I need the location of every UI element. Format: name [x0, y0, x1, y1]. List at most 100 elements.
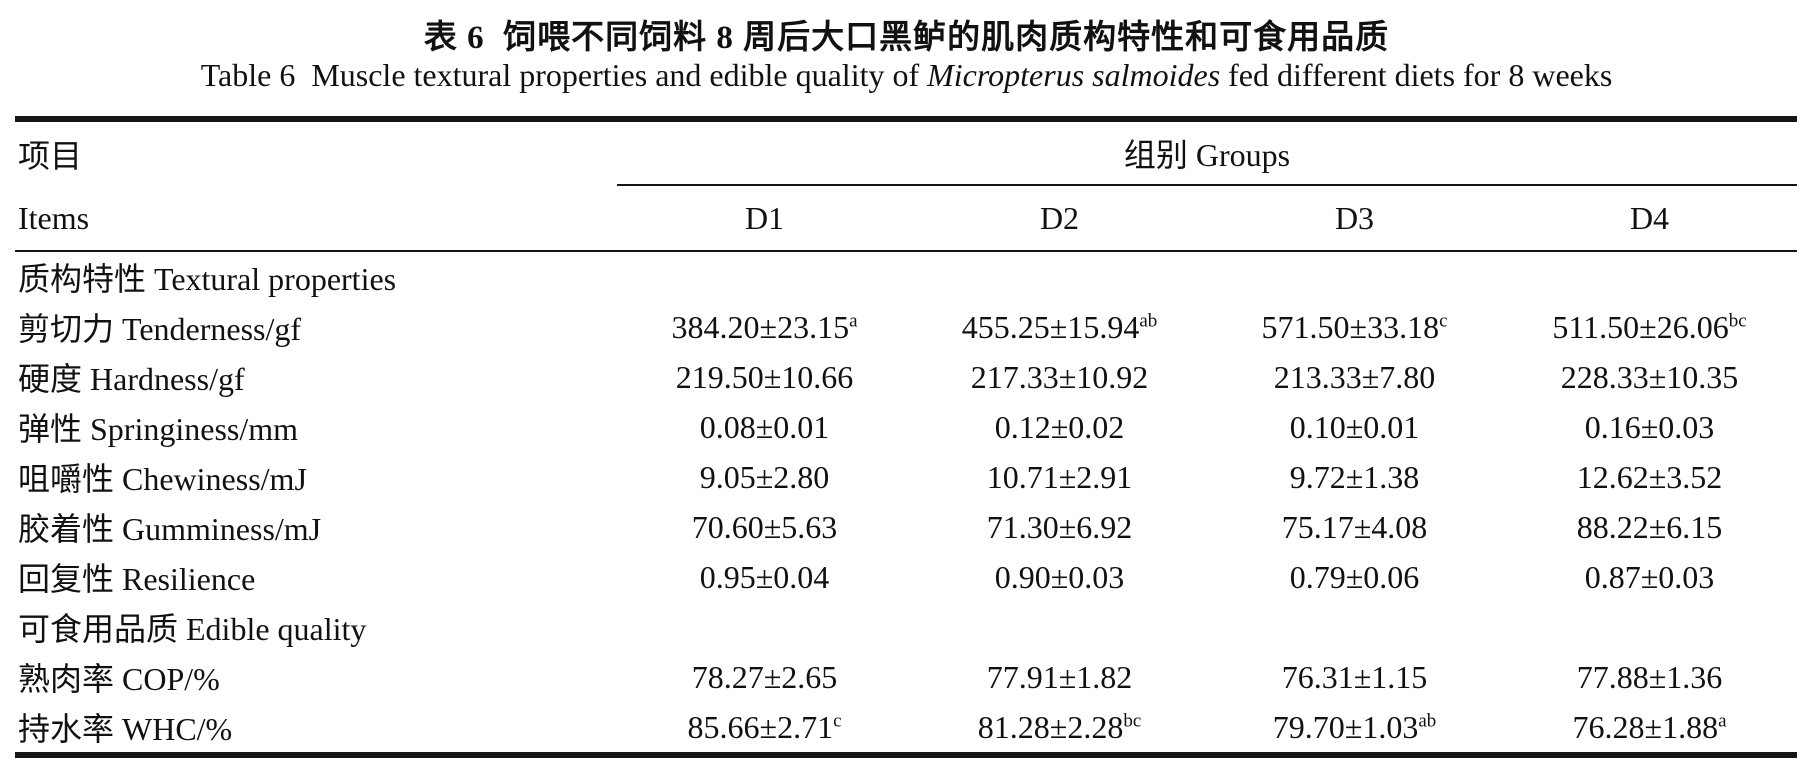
value-cell: 71.30±6.92: [912, 502, 1207, 552]
cell-value: 0.16±0.03: [1584, 409, 1715, 445]
table-header: 项目 Items 组别 Groups D1 D2 D3 D4: [15, 122, 1797, 252]
cell-superscript: bc: [1728, 310, 1747, 332]
groups-header-cell: 组别 Groups D1 D2 D3 D4: [617, 122, 1797, 250]
row-label: 弹性 Springiness/mm: [18, 411, 299, 447]
row-label: 熟肉率 COP/%: [18, 661, 220, 697]
value-cell: 228.33±10.35: [1502, 352, 1797, 402]
cell-value: 78.27±2.65: [691, 659, 838, 695]
cell-value: 9.72±1.38: [1289, 459, 1420, 495]
value-cell: 75.17±4.08: [1207, 502, 1502, 552]
cell-superscript: bc: [1123, 710, 1142, 732]
title-en-suffix: fed different diets for 8 weeks: [1220, 57, 1613, 93]
section-label: 可食用品质 Edible quality: [18, 611, 367, 647]
column-header-d1: D1: [744, 199, 785, 236]
cell-value: 0.08±0.01: [699, 409, 830, 445]
table-body: 质构特性 Textural properties 剪切力 Tenderness/…: [15, 252, 1797, 752]
row-label: 胶着性 Gumminess/mJ: [18, 511, 322, 547]
value-cell: 511.50±26.06bc: [1502, 302, 1797, 352]
row-label: 硬度 Hardness/gf: [18, 361, 245, 397]
table-row: 熟肉率 COP/% 78.27±2.65 77.91±1.82 76.31±1.…: [15, 652, 1797, 702]
value-cell: 0.16±0.03: [1502, 402, 1797, 452]
value-cell: 0.90±0.03: [912, 552, 1207, 602]
value-cell: 10.71±2.91: [912, 452, 1207, 502]
column-header-d4: D4: [1629, 199, 1670, 236]
row-label: 回复性 Resilience: [18, 561, 256, 597]
cell-value: 77.91±1.82: [986, 659, 1133, 695]
value-cell: 79.70±1.03ab: [1207, 702, 1502, 752]
cell-value: 76.28±1.88: [1572, 709, 1719, 745]
cell-superscript: a: [1718, 710, 1727, 732]
value-cell: 77.91±1.82: [912, 652, 1207, 702]
value-cell: 571.50±33.18c: [1207, 302, 1502, 352]
cell-value: 71.30±6.92: [986, 509, 1133, 545]
cell-value: 571.50±33.18: [1261, 309, 1440, 345]
table-row: 回复性 Resilience 0.95±0.04 0.90±0.03 0.79±…: [15, 552, 1797, 602]
cell-value: 88.22±6.15: [1576, 509, 1723, 545]
cell-superscript: ab: [1418, 710, 1437, 732]
value-cell: 12.62±3.52: [1502, 452, 1797, 502]
value-cell: 9.05±2.80: [617, 452, 912, 502]
cell-value: 0.90±0.03: [994, 559, 1125, 595]
cell-value: 70.60±5.63: [691, 509, 838, 545]
table-section-row: 质构特性 Textural properties: [15, 252, 1797, 302]
value-cell: 76.31±1.15: [1207, 652, 1502, 702]
table-row: 硬度 Hardness/gf 219.50±10.66 217.33±10.92…: [15, 352, 1797, 402]
group-column-headers: D1 D2 D3 D4: [617, 186, 1797, 250]
value-cell: 213.33±7.80: [1207, 352, 1502, 402]
table-title-zh: 表 6 饲喂不同饲料 8 周后大口黑鲈的肌肉质构特性和可食用品质: [423, 20, 1390, 56]
cell-value: 76.31±1.15: [1281, 659, 1428, 695]
value-cell: 0.79±0.06: [1207, 552, 1502, 602]
items-header-cell: 项目 Items: [15, 122, 617, 250]
title-en-prefix: Table 6 Muscle textural properties and e…: [200, 57, 928, 93]
value-cell: 0.08±0.01: [617, 402, 912, 452]
row-label: 持水率 WHC/%: [18, 711, 233, 747]
cell-value: 0.10±0.01: [1289, 409, 1420, 445]
table-row: 剪切力 Tenderness/gf 384.20±23.15a 455.25±1…: [15, 302, 1797, 352]
cell-value: 79.70±1.03: [1272, 709, 1419, 745]
cell-value: 0.95±0.04: [699, 559, 830, 595]
column-header-d3: D3: [1334, 199, 1375, 236]
cell-value: 0.87±0.03: [1584, 559, 1715, 595]
value-cell: 455.25±15.94ab: [912, 302, 1207, 352]
column-header-d2: D2: [1039, 199, 1080, 236]
cell-value: 213.33±7.80: [1273, 359, 1436, 395]
title-en-species-name: Micropterus salmoides: [927, 57, 1221, 93]
value-cell: 0.87±0.03: [1502, 552, 1797, 602]
cell-value: 217.33±10.92: [970, 359, 1149, 395]
cell-value: 10.71±2.91: [986, 459, 1133, 495]
groups-header-label: 组别 Groups: [617, 122, 1797, 186]
cell-value: 75.17±4.08: [1281, 509, 1428, 545]
cell-value: 384.20±23.15: [671, 309, 850, 345]
cell-value: 219.50±10.66: [675, 359, 854, 395]
value-cell: 77.88±1.36: [1502, 652, 1797, 702]
cell-value: 228.33±10.35: [1560, 359, 1739, 395]
table-section-row: 可食用品质 Edible quality: [15, 602, 1797, 652]
cell-value: 9.05±2.80: [699, 459, 830, 495]
table-row: 咀嚼性 Chewiness/mJ 9.05±2.80 10.71±2.91 9.…: [15, 452, 1797, 502]
value-cell: 384.20±23.15a: [617, 302, 912, 352]
cell-value: 0.12±0.02: [994, 409, 1125, 445]
value-cell: 78.27±2.65: [617, 652, 912, 702]
value-cell: 88.22±6.15: [1502, 502, 1797, 552]
value-cell: 85.66±2.71c: [617, 702, 912, 752]
value-cell: 70.60±5.63: [617, 502, 912, 552]
cell-value: 0.79±0.06: [1289, 559, 1420, 595]
value-cell: 0.10±0.01: [1207, 402, 1502, 452]
value-cell: 9.72±1.38: [1207, 452, 1502, 502]
row-label: 剪切力 Tenderness/gf: [18, 311, 302, 347]
row-label: 咀嚼性 Chewiness/mJ: [18, 461, 307, 497]
cell-value: 77.88±1.36: [1576, 659, 1723, 695]
items-header-zh: 项目: [18, 138, 83, 174]
value-cell: 0.95±0.04: [617, 552, 912, 602]
table-title-en: Table 6 Muscle textural properties and e…: [0, 57, 1813, 94]
cell-superscript: c: [833, 710, 842, 732]
value-cell: 81.28±2.28bc: [912, 702, 1207, 752]
table-row: 持水率 WHC/% 85.66±2.71c 81.28±2.28bc 79.70…: [15, 702, 1797, 752]
cell-superscript: a: [849, 310, 858, 332]
cell-superscript: c: [1439, 310, 1448, 332]
cell-superscript: ab: [1139, 310, 1158, 332]
value-cell: 217.33±10.92: [912, 352, 1207, 402]
cell-value: 511.50±26.06: [1552, 309, 1729, 345]
table-row: 胶着性 Gumminess/mJ 70.60±5.63 71.30±6.92 7…: [15, 502, 1797, 552]
